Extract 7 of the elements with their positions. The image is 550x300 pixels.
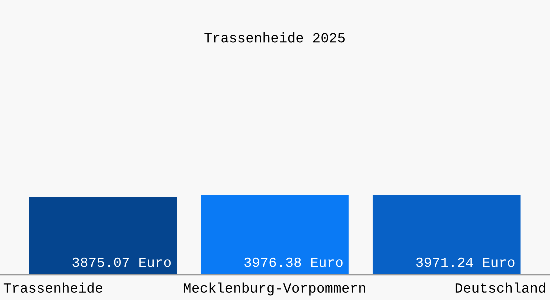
data-label: 3976.38 Euro	[244, 258, 343, 268]
x-tick-label: Trassenheide	[4, 282, 103, 293]
data-label: 3875.07 Euro	[72, 258, 171, 268]
data-label: 3971.24 Euro	[416, 258, 515, 268]
chart-title: Trassenheide 2025	[204, 32, 345, 43]
x-tick-label: Mecklenburg-Vorpommern	[184, 282, 366, 296]
x-tick-label: Deutschland	[456, 282, 546, 293]
